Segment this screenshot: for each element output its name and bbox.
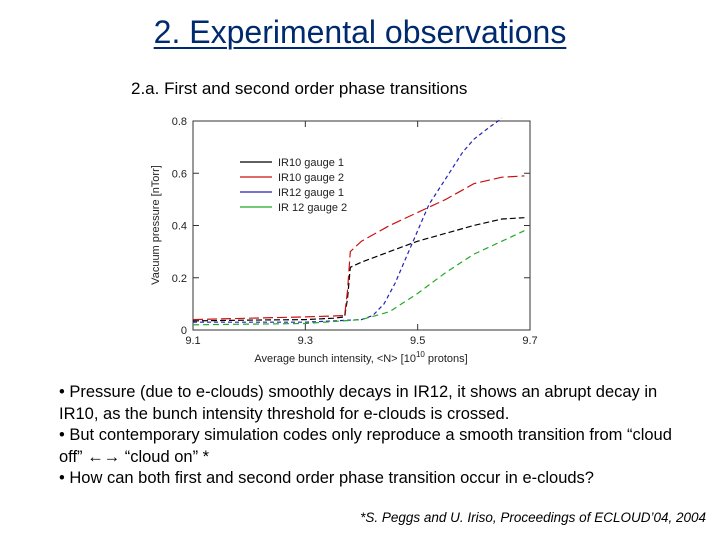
x-tick-label: 9.7: [522, 335, 537, 347]
axis-ticks: 0 0.2 0.4 0.6 0.8 9.1 9.3 9.5 9.7: [172, 116, 538, 347]
y-tick-label: 0: [181, 325, 187, 337]
x-axis-label: Average bunch intensity, <N> [1010 proto…: [254, 350, 467, 365]
x-tick-label: 9.5: [410, 335, 425, 347]
slide-title: 2. Experimental observations: [153, 14, 567, 50]
series-line-ir-12-gauge-2: [192, 230, 525, 326]
chart-svg: 00.20.40.60.89.1 9.3 9.5 9.7 IR10 gauge 1IR…: [150, 116, 538, 365]
bullet-1: • Pressure (due to e-clouds) smoothly de…: [59, 383, 658, 423]
slide-subtitle: 2.a. First and second order phase transi…: [131, 79, 468, 98]
series-lines: [192, 117, 525, 326]
series-line-ir10-gauge-2: [192, 175, 525, 321]
plot-frame: [192, 120, 531, 331]
x-tick-label: 9.3: [298, 335, 313, 347]
series-line-ir10-gauge-1: [192, 217, 525, 322]
y-tick-label: 0.2: [172, 273, 187, 285]
legend-label: IR10 gauge 1: [278, 157, 344, 169]
legend-label: IR 12 gauge 2: [278, 202, 347, 214]
bullet-list: • Pressure (due to e-clouds) smoothly de…: [59, 382, 699, 490]
chart-legend: IR10 gauge 1 IR10 gauge 2 IR12 gauge 1 IR 1…: [240, 157, 347, 214]
y-tick-label: 0.8: [172, 116, 187, 128]
citation: *S. Peggs and U. Iriso, Proceedings of E…: [360, 510, 706, 525]
legend-label: IR12 gauge 1: [278, 187, 344, 199]
y-tick-label: 0.4: [172, 221, 187, 233]
bullet-3: • How can both first and second order ph…: [59, 469, 594, 487]
pressure-chart: 0 0.2 0.4 0.6 0.8 9.1 9.3 9.5 9.7 IR10 gauge 1 IR…: [140, 108, 560, 370]
y-tick-label: 0.6: [172, 168, 187, 180]
y-axis-label: Vacuum pressure [nTorr]: [150, 165, 162, 285]
x-tick-label: 9.1: [185, 335, 200, 347]
legend-label: IR10 gauge 2: [278, 172, 344, 184]
bullet-2: • But contemporary simulation codes only…: [59, 426, 672, 466]
